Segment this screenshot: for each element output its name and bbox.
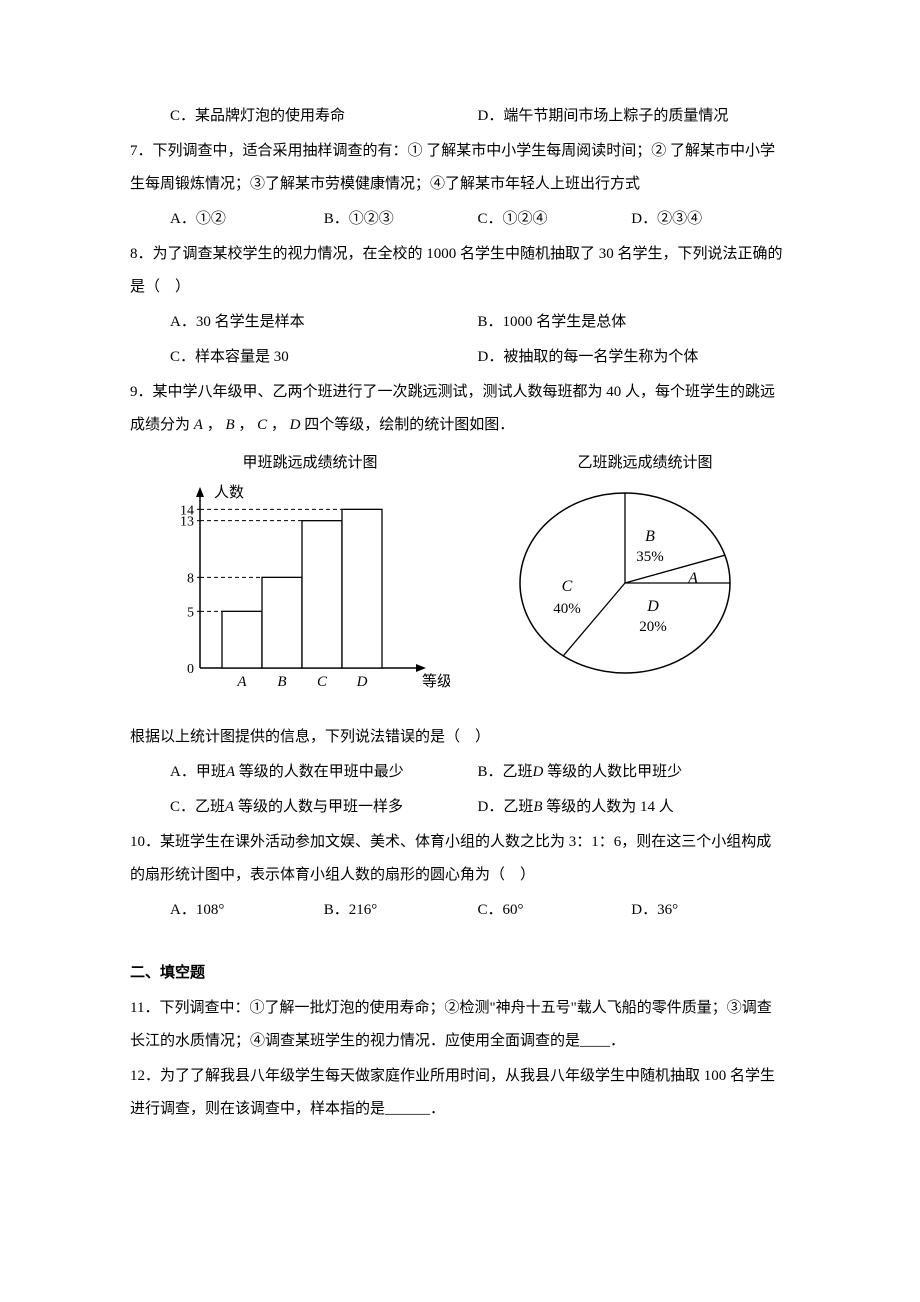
q9-optA-post: 等级的人数在甲班中最少 bbox=[235, 764, 404, 780]
svg-text:C: C bbox=[562, 578, 573, 595]
q9-optA-pre: A．甲班 bbox=[170, 764, 226, 780]
q10-option-c: C．60° bbox=[478, 894, 632, 927]
q11-stem: 11．下列调查中：①了解一批灯泡的使用寿命；②检测"神舟十五号"载人飞船的零件质… bbox=[130, 992, 785, 1058]
q9-optA-mid: A bbox=[226, 764, 235, 780]
bar-chart-svg: 0581314ABCD人数等级 bbox=[160, 483, 450, 693]
q7-option-a: A．①② bbox=[170, 203, 324, 236]
q8-options-row1: A．30 名学生是样本 B．1000 名学生是总体 bbox=[130, 306, 785, 339]
q8-options-row2: C．样本容量是 30 D．被抽取的每一名学生称为个体 bbox=[130, 341, 785, 374]
svg-text:D: D bbox=[356, 674, 368, 690]
svg-text:20%: 20% bbox=[639, 619, 667, 635]
q8-option-a: A．30 名学生是样本 bbox=[170, 306, 478, 339]
q7-options: A．①② B．①②③ C．①②④ D．②③④ bbox=[130, 203, 785, 236]
q9-stem: 9．某中学八年级甲、乙两个班进行了一次跳远测试，测试人数每班都为 40 人，每个… bbox=[130, 376, 785, 442]
q9-option-b: B．乙班D 等级的人数比甲班少 bbox=[478, 756, 786, 789]
svg-text:人数: 人数 bbox=[214, 484, 244, 501]
svg-text:35%: 35% bbox=[636, 549, 664, 565]
q10-option-a: A．108° bbox=[170, 894, 324, 927]
svg-text:C: C bbox=[317, 674, 328, 690]
svg-text:40%: 40% bbox=[553, 601, 581, 617]
svg-text:B: B bbox=[645, 528, 655, 545]
q10-option-b: B．216° bbox=[324, 894, 478, 927]
svg-text:A: A bbox=[687, 570, 698, 587]
svg-text:等级: 等级 bbox=[422, 672, 450, 690]
q9-optD-mid: B bbox=[533, 799, 542, 815]
q9-option-a: A．甲班A 等级的人数在甲班中最少 bbox=[170, 756, 478, 789]
q9-sep3: ， bbox=[271, 417, 286, 433]
bar-chart-wrap: 甲班跳远成绩统计图 0581314ABCD人数等级 bbox=[160, 452, 460, 706]
q12-stem: 12．为了了解我县八年级学生每天做家庭作业所用时间，从我县八年级学生中随机抽取 … bbox=[130, 1060, 785, 1126]
q10-stem: 10．某班学生在课外活动参加文娱、美术、体育小组的人数之比为 3：1：6，则在这… bbox=[130, 826, 785, 892]
q8-option-c: C．样本容量是 30 bbox=[170, 341, 478, 374]
q10-options: A．108° B．216° C．60° D．36° bbox=[130, 894, 785, 927]
bar-chart-title: 甲班跳远成绩统计图 bbox=[160, 452, 460, 475]
q7-option-b: B．①②③ bbox=[324, 203, 478, 236]
svg-text:0: 0 bbox=[187, 662, 194, 677]
q9-optB-post: 等级的人数比甲班少 bbox=[543, 764, 682, 780]
section-2-title: 二、填空题 bbox=[130, 957, 785, 990]
pie-chart-title: 乙班跳远成绩统计图 bbox=[515, 452, 775, 475]
pie-chart-wrap: 乙班跳远成绩统计图 A B 35% C 40% D 20% bbox=[515, 452, 775, 696]
q6-option-c: C．某品牌灯泡的使用寿命 bbox=[170, 100, 478, 133]
q9-grade-b: B bbox=[225, 417, 234, 433]
svg-text:D: D bbox=[646, 598, 659, 615]
q7-stem: 7．下列调查中，适合采用抽样调查的有：① 了解某市中小学生每周阅读时间；② 了解… bbox=[130, 135, 785, 201]
q8-option-b: B．1000 名学生是总体 bbox=[478, 306, 786, 339]
svg-text:B: B bbox=[277, 674, 286, 690]
q10-option-d: D．36° bbox=[631, 894, 785, 927]
q9-optC-post: 等级的人数与甲班一样多 bbox=[234, 799, 403, 815]
q9-grade-c: C bbox=[257, 417, 267, 433]
q6-option-d: D．端午节期间市场上粽子的质量情况 bbox=[478, 100, 786, 133]
q9-optD-pre: D．乙班 bbox=[478, 799, 534, 815]
q9-optD-post: 等级的人数为 14 人 bbox=[543, 799, 674, 815]
q6-options-row2: C．某品牌灯泡的使用寿命 D．端午节期间市场上粽子的质量情况 bbox=[130, 100, 785, 133]
q8-option-d: D．被抽取的每一名学生称为个体 bbox=[478, 341, 786, 374]
svg-text:A: A bbox=[236, 674, 247, 690]
q7-option-c: C．①②④ bbox=[478, 203, 632, 236]
q9-optC-mid: A bbox=[225, 799, 234, 815]
q9-optB-pre: B．乙班 bbox=[478, 764, 533, 780]
q9-option-d: D．乙班B 等级的人数为 14 人 bbox=[478, 791, 786, 824]
pie-chart-svg: A B 35% C 40% D 20% bbox=[515, 483, 755, 683]
q9-options-row1: A．甲班A 等级的人数在甲班中最少 B．乙班D 等级的人数比甲班少 bbox=[130, 756, 785, 789]
q9-option-c: C．乙班A 等级的人数与甲班一样多 bbox=[170, 791, 478, 824]
q9-stem-text2: 四个等级，绘制的统计图如图． bbox=[304, 417, 514, 433]
svg-text:5: 5 bbox=[187, 605, 194, 620]
svg-text:8: 8 bbox=[187, 571, 194, 586]
q9-optB-mid: D bbox=[533, 764, 544, 780]
q9-options-row2: C．乙班A 等级的人数与甲班一样多 D．乙班B 等级的人数为 14 人 bbox=[130, 791, 785, 824]
q9-grade-d: D bbox=[290, 417, 301, 433]
q9-sep1: ， bbox=[207, 417, 222, 433]
q9-grade-a: A bbox=[194, 417, 203, 433]
q9-optC-pre: C．乙班 bbox=[170, 799, 225, 815]
q9-sep2: ， bbox=[238, 417, 253, 433]
q9-postchart: 根据以上统计图提供的信息，下列说法错误的是（ ） bbox=[130, 721, 785, 754]
svg-text:14: 14 bbox=[180, 503, 194, 518]
q9-charts: 甲班跳远成绩统计图 0581314ABCD人数等级 乙班跳远成绩统计图 AB35… bbox=[130, 452, 785, 706]
q7-option-d: D．②③④ bbox=[631, 203, 785, 236]
q8-stem: 8．为了调查某校学生的视力情况，在全校的 1000 名学生中随机抽取了 30 名… bbox=[130, 238, 785, 304]
